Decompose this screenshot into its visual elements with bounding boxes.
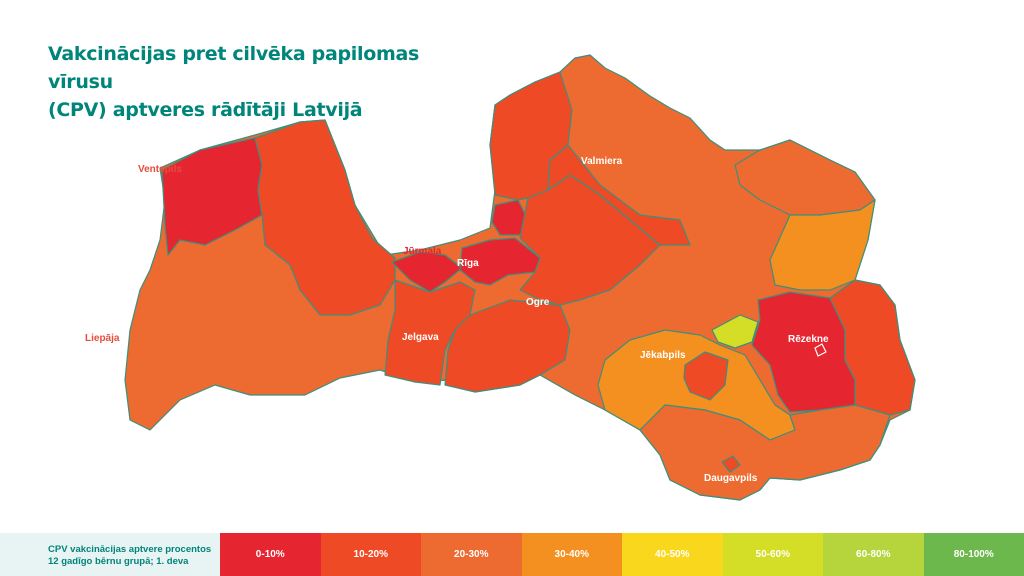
region-daugavpils[interactable]	[639, 404, 891, 501]
region-ludza[interactable]	[829, 279, 916, 416]
latvia-map	[124, 54, 916, 501]
region-talsi[interactable]	[254, 119, 396, 316]
city-label-rezekne: Rēzekne	[788, 334, 829, 345]
city-label-daugavpils: Daugavpils	[704, 473, 758, 484]
legend-item-20-30: 20-30%	[421, 533, 522, 576]
legend: CPV vakcinācijas aptvere procentos 12 ga…	[0, 533, 1024, 576]
legend-caption-line-2: 12 gadīgo bērnu grupā; 1. deva	[48, 556, 189, 567]
city-label-jelgava: Jelgava	[402, 332, 439, 343]
region-ventspils[interactable]	[161, 137, 263, 256]
legend-caption: CPV vakcinācijas aptvere procentos 12 ga…	[0, 533, 220, 576]
city-label-jekabpils: Jēkabpils	[640, 350, 686, 361]
city-label-ogre: Ogre	[526, 297, 550, 308]
region-bauska[interactable]	[444, 299, 571, 393]
region-daugavpils-city[interactable]	[721, 455, 741, 473]
city-label-jurmala: Jūrmala	[403, 246, 442, 257]
legend-item-50-60: 50-60%	[722, 533, 823, 576]
city-label-valmiera: Valmiera	[581, 156, 623, 167]
title-line-1: Vakcinācijas pret cilvēka papilomas vīru…	[48, 43, 419, 93]
legend-item-30-40: 30-40%	[521, 533, 622, 576]
legend-item-60-80: 60-80%	[823, 533, 924, 576]
region-cesis[interactable]	[547, 144, 691, 246]
legend-item-80-100: 80-100%	[923, 533, 1024, 576]
region-riga[interactable]	[459, 237, 541, 286]
legend-item-40-50: 40-50%	[622, 533, 723, 576]
region-jurmala[interactable]	[391, 251, 463, 293]
title-line-2: (CPV) aptveres rādītāji Latvijā	[48, 99, 363, 121]
city-label-liepaja: Liepāja	[85, 333, 120, 344]
region-jekabpils-red[interactable]	[683, 351, 729, 401]
city-label-ventspils: Ventspils	[138, 164, 182, 175]
region-jelgava[interactable]	[384, 279, 476, 386]
city-label-riga: Rīga	[457, 258, 479, 269]
region-varaklani[interactable]	[711, 314, 759, 349]
legend-item-10-20: 10-20%	[320, 533, 421, 576]
region-rezekne-city[interactable]	[814, 343, 827, 357]
legend-item-0-10: 0-10%	[220, 533, 321, 576]
map-title: Vakcinācijas pret cilvēka papilomas vīru…	[48, 40, 468, 124]
legend-caption-line-1: CPV vakcinācijas aptvere procentos	[48, 544, 212, 555]
